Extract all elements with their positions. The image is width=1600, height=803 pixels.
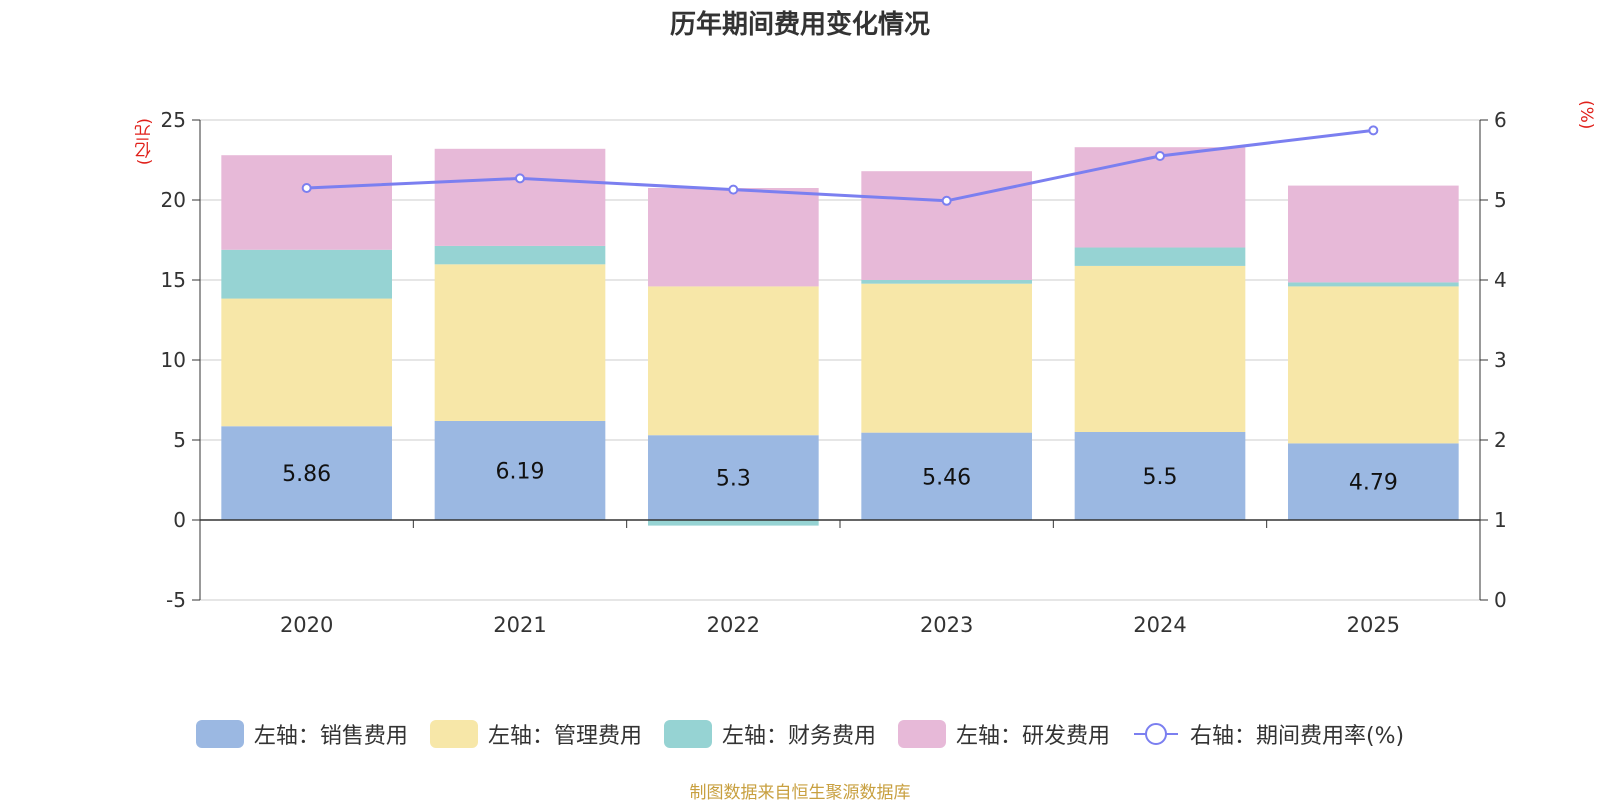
legend-item-expense-rate[interactable]: 右轴：期间费用率(%) <box>1132 718 1404 750</box>
bar-2020-series-0 <box>221 426 392 520</box>
y-left-tick-label: 10 <box>161 348 186 372</box>
expense-rate-point <box>301 183 312 193</box>
bar-2021-series-0 <box>434 420 606 520</box>
legend-item-finance[interactable]: 左轴：财务费用 <box>663 718 876 750</box>
legend-item-admin[interactable]: 左轴：管理费用 <box>429 718 642 750</box>
x-tick-label: 2020 <box>280 613 333 637</box>
bar-2025-series-0 <box>1288 443 1459 520</box>
data-label: 6.19 <box>496 459 545 484</box>
bar-2021-series-1 <box>434 264 606 421</box>
bar-2022-series-1 <box>648 286 819 436</box>
y-right-tick-label: 5 <box>1494 188 1507 212</box>
bar-2025-series-2 <box>1288 282 1459 287</box>
legend-swatch-finance <box>663 720 712 748</box>
legend-label-admin: 左轴：管理费用 <box>487 724 642 749</box>
y-right-tick-label: 6 <box>1494 108 1507 132</box>
expense-rate-point <box>728 184 739 195</box>
bar-2023-series-1 <box>861 283 1032 433</box>
bar-2025-series-3 <box>1288 185 1459 283</box>
y-right-tick-label: 2 <box>1494 428 1507 452</box>
y-right-tick-label: 1 <box>1494 508 1507 532</box>
legend-item-sales[interactable]: 左轴：销售费用 <box>195 718 408 750</box>
right-axis-unit: (%) <box>1576 100 1596 130</box>
x-tick-label: 2023 <box>920 613 973 637</box>
bar-2020-series-2 <box>221 249 392 299</box>
y-right-tick-label: 0 <box>1494 588 1507 612</box>
bar-2022-series-0 <box>648 435 819 520</box>
chart-title: 历年期间费用变化情况 <box>669 10 930 40</box>
y-left-tick-label: -5 <box>166 588 186 612</box>
x-tick-label: 2022 <box>707 613 760 637</box>
data-label: 4.79 <box>1349 471 1398 496</box>
bar-2021-series-3 <box>434 148 606 246</box>
expense-rate-point <box>941 195 952 206</box>
legend-swatch-admin <box>429 720 478 748</box>
expense-rate-point <box>1155 151 1165 161</box>
legend-label-finance: 左轴：财务费用 <box>721 724 876 749</box>
legend-line-marker-icon <box>1133 723 1178 745</box>
bar-2023-series-0 <box>861 432 1032 520</box>
bar-2025-series-1 <box>1288 286 1459 444</box>
bar-2020-series-3 <box>221 155 392 250</box>
y-left-tick-label: 5 <box>173 428 186 452</box>
y-left-tick-label: 25 <box>161 108 186 132</box>
y-right-tick-label: 4 <box>1494 268 1507 292</box>
data-label: 5.86 <box>282 462 331 487</box>
legend-label-rnd: 左轴：研发费用 <box>955 724 1110 749</box>
expense-rate-line <box>306 128 1374 203</box>
legend-item-rnd[interactable]: 左轴：研发费用 <box>897 718 1110 750</box>
expense-rate-point <box>1368 125 1379 136</box>
y-right-tick-label: 3 <box>1494 348 1507 372</box>
y-left-tick-label: 20 <box>161 188 186 212</box>
bar-2022-series-2 <box>648 520 819 526</box>
x-tick-label: 2024 <box>1133 613 1186 637</box>
bar-2024-series-1 <box>1074 265 1246 432</box>
y-left-tick-label: 15 <box>161 268 186 292</box>
legend-label-expense-rate: 右轴：期间费用率(%) <box>1189 724 1405 749</box>
legend-swatch-rnd <box>897 720 946 748</box>
expense-rate-point <box>515 173 525 184</box>
x-tick-label: 2021 <box>493 613 546 637</box>
source-note: 制图数据来自恒生聚源数据库 <box>689 783 911 803</box>
data-label: 5.46 <box>922 465 971 490</box>
x-tick-label: 2025 <box>1347 613 1400 637</box>
data-label: 5.3 <box>716 467 751 492</box>
legend-swatch-sales <box>195 720 244 748</box>
bar-2020-series-1 <box>221 298 392 427</box>
bar-2021-series-2 <box>434 245 606 265</box>
bar-2024-series-0 <box>1074 432 1246 520</box>
bar-2024-series-3 <box>1074 147 1246 248</box>
legend: 左轴：销售费用 左轴：管理费用 左轴：财务费用 左轴：研发费用 右轴：期间费用率… <box>0 718 1600 750</box>
y-left-tick-label: 0 <box>173 508 186 532</box>
data-label: 5.5 <box>1143 465 1178 490</box>
legend-label-sales: 左轴：销售费用 <box>253 724 408 749</box>
bar-2024-series-2 <box>1074 247 1246 266</box>
bar-2022-series-3 <box>648 188 819 287</box>
bar-2023-series-2 <box>861 280 1032 284</box>
